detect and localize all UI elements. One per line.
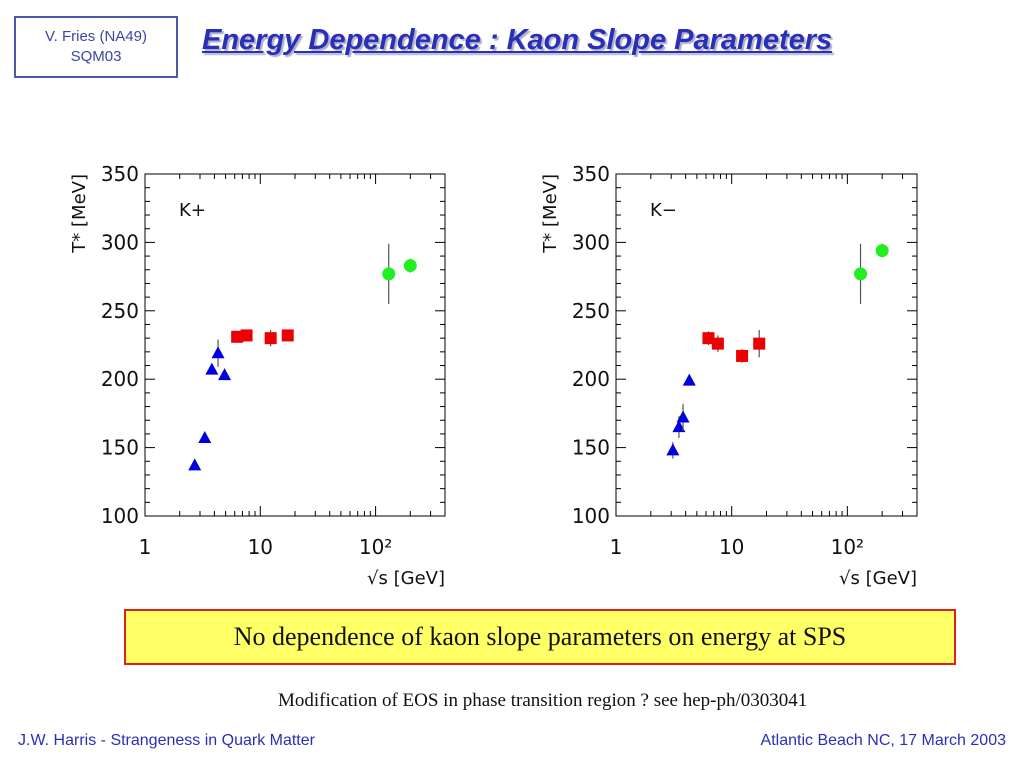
y-tick-label: 250 bbox=[572, 299, 610, 323]
data-point-square bbox=[736, 349, 749, 362]
data-point-triangle bbox=[682, 373, 696, 386]
data-point-square bbox=[281, 329, 294, 342]
author-tag-line2: SQM03 bbox=[70, 48, 122, 65]
slide-title: Energy Dependence : Kaon Slope Parameter… bbox=[202, 24, 833, 56]
footer-left: J.W. Harris - Strangeness in Quark Matte… bbox=[18, 732, 315, 749]
panel-label: K+ bbox=[179, 200, 206, 221]
x-tick-label: 1 bbox=[610, 535, 623, 559]
plot-frame bbox=[144, 173, 446, 517]
x-axis-label: √s [GeV] bbox=[367, 568, 445, 589]
x-tick-label: 10² bbox=[359, 535, 392, 559]
data-point-triangle bbox=[672, 420, 686, 433]
author-tag-line1: V. Fries (NA49) bbox=[45, 28, 147, 45]
data-point-square bbox=[264, 332, 277, 345]
y-tick-label: 150 bbox=[572, 436, 610, 460]
y-tick-label: 200 bbox=[101, 367, 139, 391]
data-point-circle bbox=[854, 267, 868, 281]
footer-right: Atlantic Beach NC, 17 March 2003 bbox=[760, 732, 1006, 749]
reference-note: Modification of EOS in phase transition … bbox=[278, 690, 808, 711]
data-point-square bbox=[240, 329, 253, 342]
data-point-triangle bbox=[218, 368, 232, 381]
y-tick-label: 300 bbox=[101, 230, 139, 254]
y-tick-label: 350 bbox=[101, 162, 139, 186]
y-axis-label: T* [MeV] bbox=[540, 174, 561, 254]
data-point-circle bbox=[875, 244, 889, 258]
callout-box: No dependence of kaon slope parameters o… bbox=[124, 609, 956, 665]
author-tag: V. Fries (NA49) SQM03 bbox=[14, 16, 178, 78]
x-tick-label: 10 bbox=[248, 535, 273, 559]
data-point-triangle bbox=[198, 431, 212, 444]
x-tick-label: 10² bbox=[831, 535, 864, 559]
data-point-triangle bbox=[188, 458, 202, 471]
y-tick-label: 350 bbox=[572, 162, 610, 186]
y-axis-label: T* [MeV] bbox=[69, 174, 90, 254]
data-point-square bbox=[231, 330, 244, 343]
chart-panel-2: 100 150 200 250 300 350 1 10 10² √s [GeV] T* [MeV]… bbox=[540, 162, 918, 589]
data-point-square bbox=[711, 337, 724, 350]
chart-panel-1: 100 150 200 250 300 350 1 10 10² √s [GeV] T* [MeV]… bbox=[69, 162, 446, 589]
y-tick-label: 100 bbox=[101, 504, 139, 528]
x-tick-label: 1 bbox=[139, 535, 152, 559]
x-axis-label: √s [GeV] bbox=[839, 568, 917, 589]
data-point-square bbox=[753, 337, 766, 350]
panel-label: K− bbox=[650, 200, 677, 221]
y-tick-label: 200 bbox=[572, 367, 610, 391]
data-point-triangle bbox=[666, 443, 680, 456]
data-point-circle bbox=[403, 259, 417, 273]
y-tick-label: 300 bbox=[572, 230, 610, 254]
y-tick-label: 150 bbox=[101, 436, 139, 460]
data-point-triangle bbox=[205, 362, 219, 375]
kaon-plots: 100 150 200 250 300 350 1 10 10² √s [GeV] T* [MeV]… bbox=[69, 162, 918, 589]
data-point-triangle bbox=[211, 346, 225, 359]
data-point-square bbox=[702, 332, 715, 345]
x-tick-label: 10 bbox=[719, 535, 744, 559]
data-point-triangle bbox=[676, 410, 690, 423]
plot-frame bbox=[615, 173, 918, 517]
y-tick-label: 250 bbox=[101, 299, 139, 323]
y-tick-label: 100 bbox=[572, 504, 610, 528]
data-point-circle bbox=[382, 267, 396, 281]
